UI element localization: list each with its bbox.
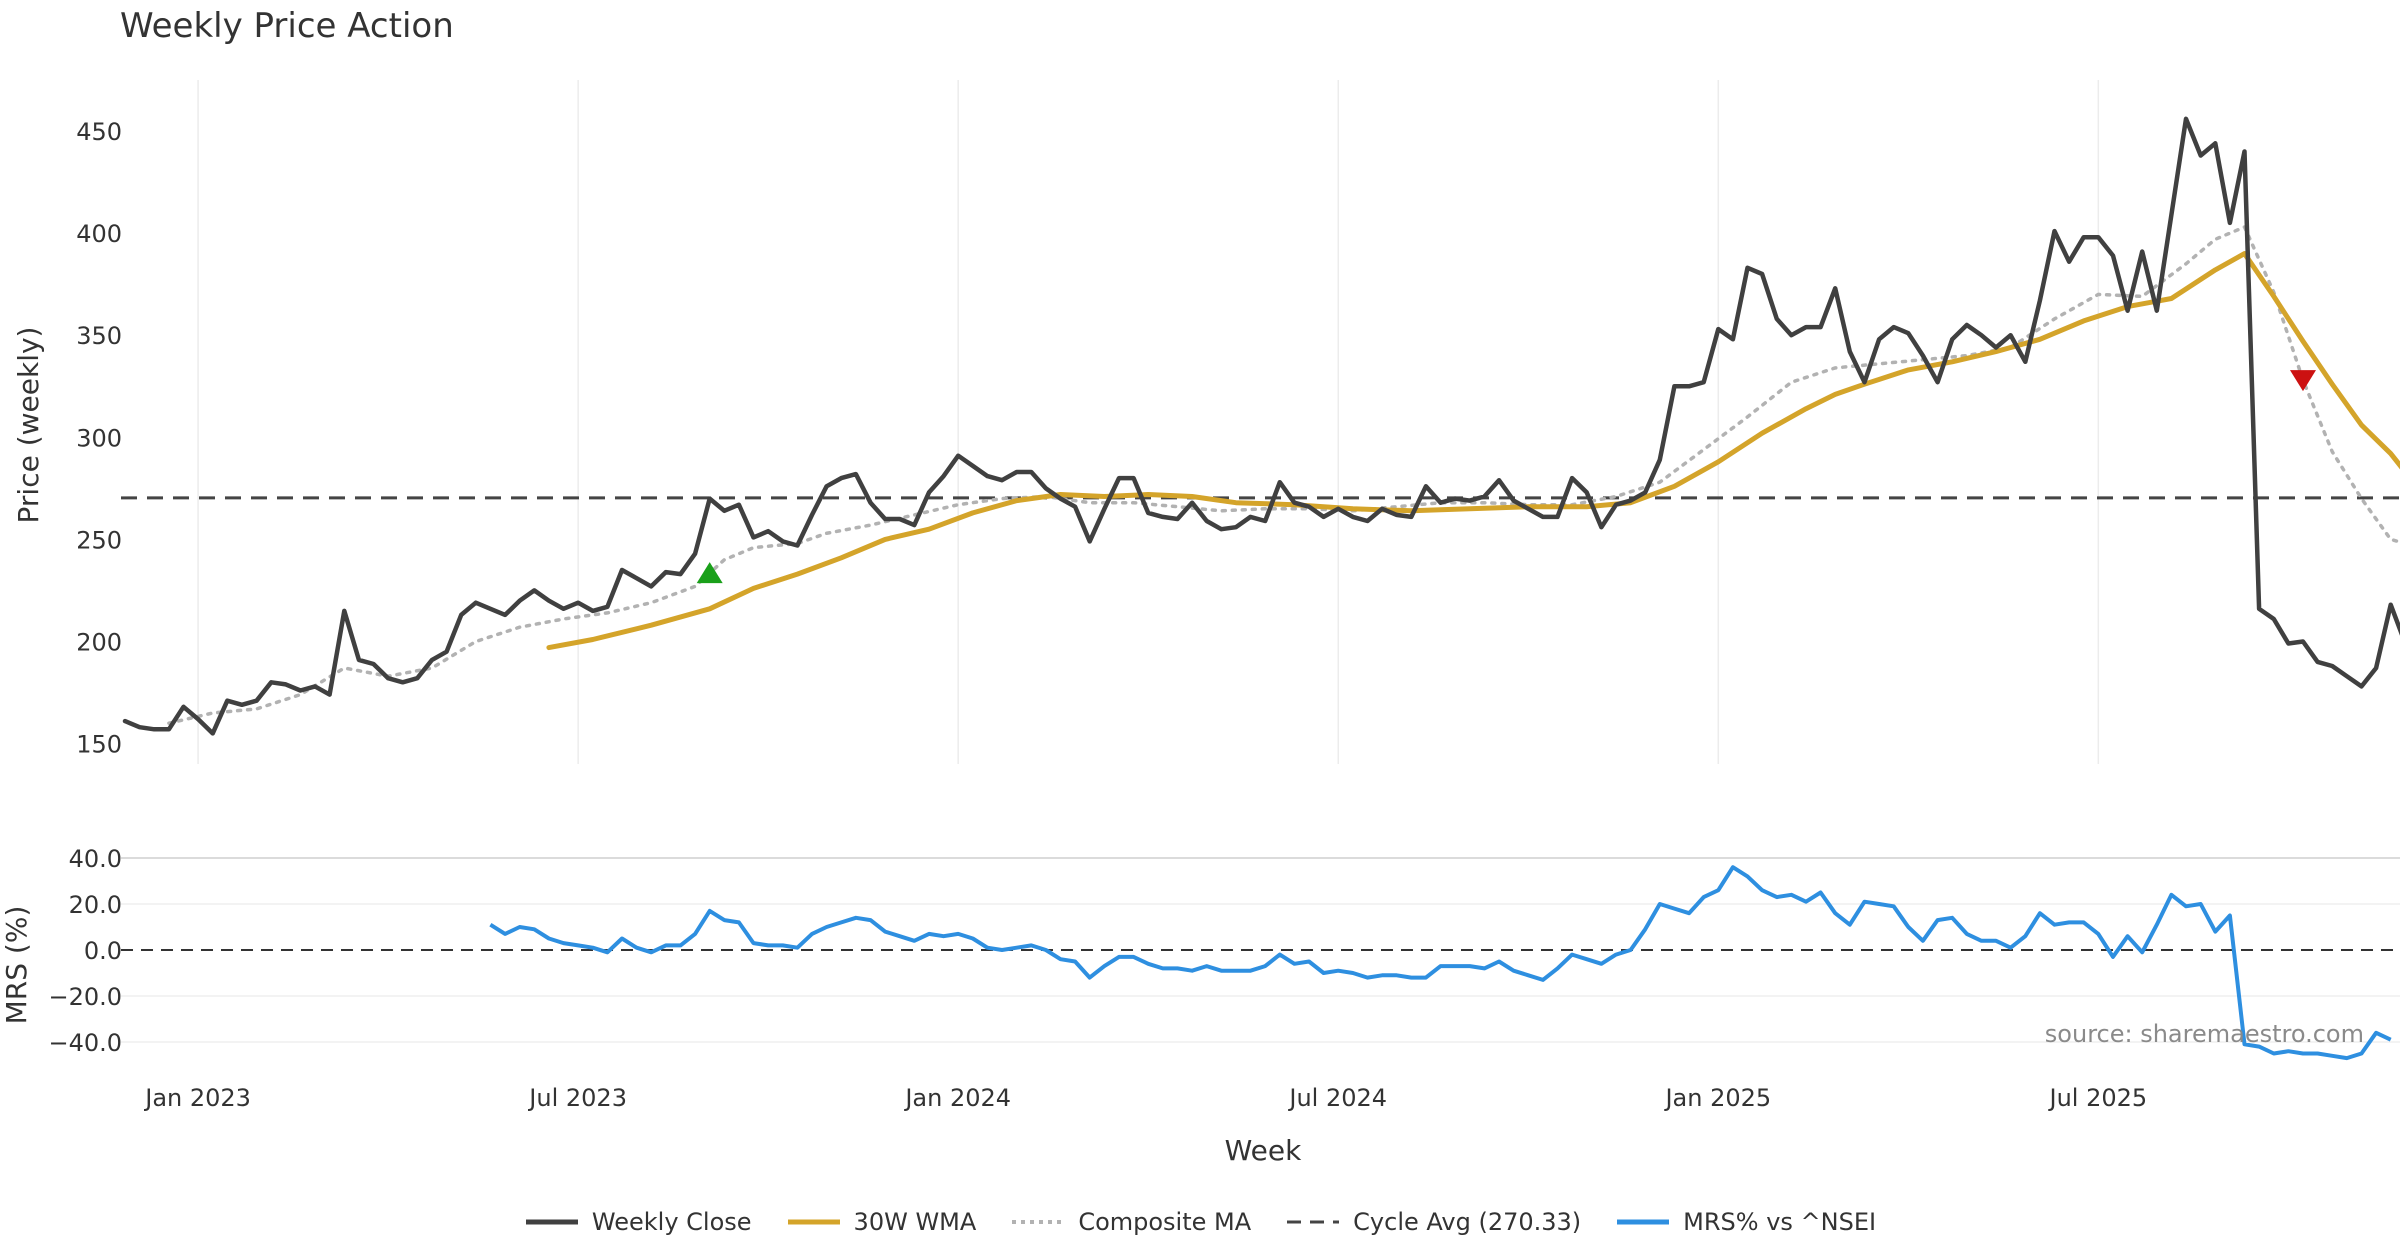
legend-label: MRS% vs ^NSEI — [1683, 1208, 1877, 1236]
x-axis-label: Week — [1224, 1134, 1302, 1167]
legend-label: 30W WMA — [853, 1208, 977, 1236]
price-grid — [197, 80, 2100, 764]
mrs-grid — [121, 857, 2400, 1043]
mrs-y-tick-label: 0.0 — [84, 937, 122, 965]
price-y-tick-labels: 150 200 250 300 350 400 450 — [76, 118, 122, 759]
mrs-y-axis-label: MRS (%) — [0, 906, 33, 1025]
mrs-y-tick-labels: 40.0 20.0 0.0 −20.0 −40.0 — [48, 845, 122, 1057]
mrs-series — [489, 865, 2392, 1061]
chart-title: Weekly Price Action — [120, 6, 454, 46]
legend-swatch-mrs — [1617, 1219, 1670, 1225]
price-y-tick-label: 150 — [76, 731, 122, 759]
mrs-line — [489, 865, 2392, 1061]
price-y-tick-label: 300 — [76, 424, 122, 452]
buy-signal-marker — [696, 562, 723, 584]
x-tick-label: Jan 2025 — [1663, 1084, 1771, 1112]
composite-ma-line — [167, 225, 2400, 725]
price-y-tick-label: 350 — [76, 322, 122, 350]
legend-label: Cycle Avg (270.33) — [1353, 1208, 1582, 1236]
price-y-axis-label: Price (weekly) — [12, 327, 45, 524]
x-tick-label: Jan 2023 — [143, 1084, 251, 1112]
price-series — [122, 116, 2400, 736]
x-tick-labels: Jan 2023 Jul 2023 Jan 2024 Jul 2024 Jan 2025… — [143, 1084, 2147, 1112]
legend-swatch-cycle-avg — [1287, 1220, 1340, 1224]
x-tick-label: Jul 2024 — [1287, 1084, 1387, 1112]
weekly-close-line — [122, 116, 2400, 736]
legend-swatch-weekly-close — [525, 1219, 578, 1225]
legend-item-weekly-close[interactable]: Weekly Close — [524, 1208, 752, 1236]
wma-line — [546, 251, 2400, 651]
legend-label: Composite MA — [1078, 1208, 1252, 1236]
sell-signal-marker — [2289, 370, 2316, 392]
legend-label: Weekly Close — [591, 1208, 752, 1236]
mrs-y-tick-label: 20.0 — [69, 891, 122, 919]
mrs-y-tick-label: 40.0 — [69, 845, 122, 873]
legend-item-mrs[interactable]: MRS% vs ^NSEI — [1615, 1208, 1876, 1236]
x-tick-label: Jul 2025 — [2048, 1084, 2148, 1112]
legend-item-30w-wma[interactable]: 30W WMA — [786, 1208, 977, 1236]
price-y-tick-label: 200 — [76, 628, 122, 656]
x-tick-label: Jul 2023 — [527, 1084, 627, 1112]
price-y-tick-label: 400 — [76, 220, 122, 248]
mrs-y-tick-label: −20.0 — [48, 983, 122, 1011]
mrs-y-tick-label: −40.0 — [48, 1029, 122, 1057]
legend: Weekly Close 30W WMA Composite MA Cycle … — [0, 1208, 2400, 1236]
price-y-tick-label: 250 — [76, 526, 122, 554]
signal-markers — [696, 370, 2316, 584]
legend-swatch-composite-ma — [1012, 1220, 1065, 1224]
x-tick-label: Jan 2024 — [903, 1084, 1011, 1112]
price-y-tick-label: 450 — [76, 118, 122, 146]
legend-item-cycle-avg[interactable]: Cycle Avg (270.33) — [1285, 1208, 1581, 1236]
legend-item-composite-ma[interactable]: Composite MA — [1010, 1208, 1251, 1236]
source-note: source: sharemaestro.com — [2044, 1020, 2364, 1048]
legend-swatch-30w-wma — [787, 1219, 840, 1225]
